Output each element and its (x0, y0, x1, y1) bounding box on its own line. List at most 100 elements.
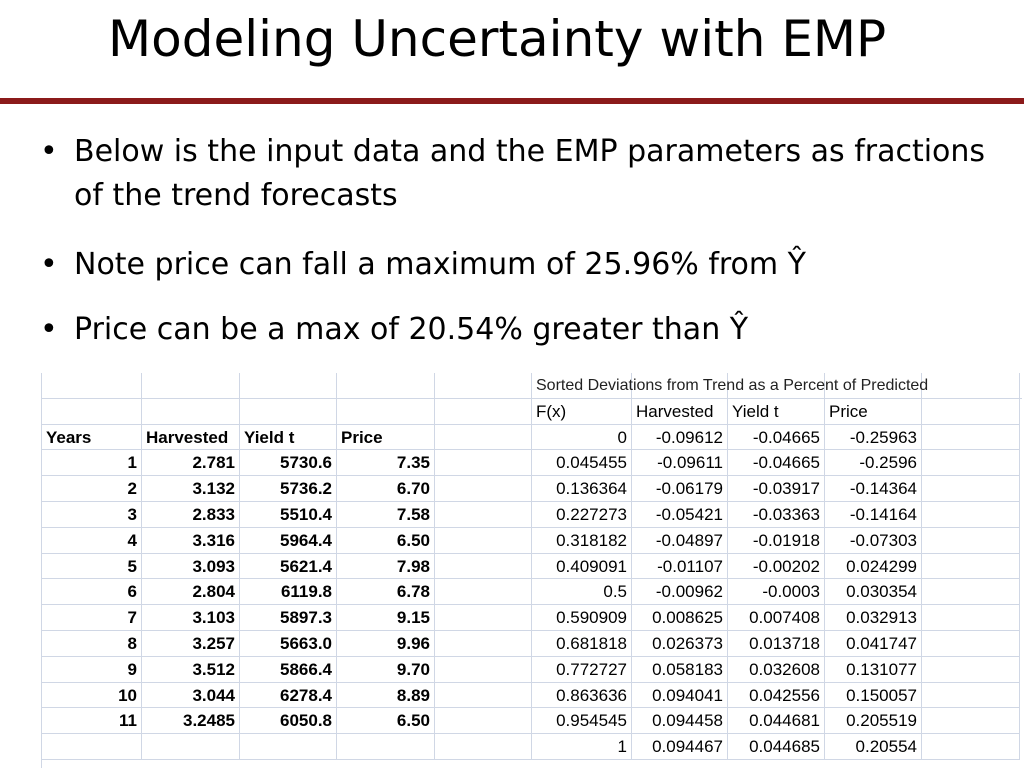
table-cell: 3.103 (142, 605, 240, 631)
grid-cell (922, 708, 1020, 735)
table-cell: 7.58 (337, 502, 435, 528)
table-cell: 0.045455 (532, 450, 632, 477)
table-cell: -0.03363 (728, 502, 825, 528)
grid-cell (435, 373, 532, 399)
table-cell: -0.09612 (632, 424, 728, 451)
table-cell: 0.032608 (728, 656, 825, 683)
table-cell: -0.03917 (728, 476, 825, 502)
table-cell: 9.96 (337, 631, 435, 657)
table-cell: 0.013718 (728, 631, 825, 657)
grid-cell (435, 476, 532, 502)
table-cell: 0.094458 (632, 708, 728, 735)
grid-cell (922, 631, 1020, 657)
grid-cell (435, 631, 532, 657)
bullet: • Note price can fall a maximum of 25.96%… (40, 243, 1000, 287)
grid-cell (142, 734, 240, 760)
table-cell: 0.026373 (632, 631, 728, 657)
table-cell: -0.25963 (825, 424, 922, 451)
table-cell: 0.058183 (632, 656, 728, 683)
table-cell: -0.00202 (728, 553, 825, 580)
table-cell: 6119.8 (240, 579, 337, 606)
table-cell: 0.030354 (825, 579, 922, 606)
grid-cell (435, 682, 532, 709)
grid-cell (922, 476, 1020, 502)
table-cell: 0.024299 (825, 553, 922, 580)
table-cell: 8.89 (337, 682, 435, 709)
table-cell: 7 (42, 605, 142, 631)
table-cell: 5663.0 (240, 631, 337, 657)
table-cell: 5510.4 (240, 502, 337, 528)
table-cell: 7.98 (337, 553, 435, 580)
grid-cell (240, 734, 337, 760)
table-cell: -0.0003 (728, 579, 825, 606)
table-cell: 0.094467 (632, 734, 728, 760)
grid-cell (922, 734, 1020, 760)
grid-cell (922, 553, 1020, 580)
table-cell: -0.05421 (632, 502, 728, 528)
table-cell: 5964.4 (240, 527, 337, 554)
table-cell: 3.093 (142, 553, 240, 580)
table-cell: 11 (42, 708, 142, 735)
grid-border (41, 373, 42, 768)
grid-cell (922, 605, 1020, 631)
grid-cell (240, 373, 337, 399)
table-cell: 8 (42, 631, 142, 657)
table-cell: 0.041747 (825, 631, 922, 657)
table-cell: 3 (42, 502, 142, 528)
column-header: Harvested (142, 424, 240, 451)
grid-cell (435, 579, 532, 606)
table-cell: -0.07303 (825, 527, 922, 554)
table-cell: 2.781 (142, 450, 240, 477)
table-cell: 0.094041 (632, 682, 728, 709)
grid-cell (240, 398, 337, 425)
table-cell: 0 (532, 424, 632, 451)
bullet: • Price can be a max of 20.54% greater th… (40, 308, 1000, 352)
table-cell: -0.01918 (728, 527, 825, 554)
table-cell: -0.04665 (728, 424, 825, 451)
table-cell: 0.008625 (632, 605, 728, 631)
table-cell: 0.5 (532, 579, 632, 606)
table-cell: 1 (42, 450, 142, 477)
table-cell: 0.681818 (532, 631, 632, 657)
column-header: Price (337, 424, 435, 451)
table-cell: 0.227273 (532, 502, 632, 528)
grid-cell (435, 708, 532, 735)
bullet: • Below is the input data and the EMP par… (40, 130, 1000, 218)
table-cell: 0.954545 (532, 708, 632, 735)
table-cell: 6.70 (337, 476, 435, 502)
table-cell: 6050.8 (240, 708, 337, 735)
grid-cell (922, 398, 1020, 425)
table-cell: 5866.4 (240, 656, 337, 683)
table-cell: 3.316 (142, 527, 240, 554)
table-cell: -0.14164 (825, 502, 922, 528)
table-cell: 9.70 (337, 656, 435, 683)
table-cell: 0.205519 (825, 708, 922, 735)
table-cell: 2.804 (142, 579, 240, 606)
grid-cell (922, 502, 1020, 528)
table-cell: 6.50 (337, 708, 435, 735)
table-cell: 0.042556 (728, 682, 825, 709)
table-cell: 0.863636 (532, 682, 632, 709)
table-cell: 5621.4 (240, 553, 337, 580)
bullet-text: Note price can fall a maximum of 25.96% … (74, 247, 806, 282)
grid-cell (922, 579, 1020, 606)
table-cell: -0.00962 (632, 579, 728, 606)
column-header: F(x) (532, 398, 632, 425)
column-header: Yield t (240, 424, 337, 451)
table-cell: 3.044 (142, 682, 240, 709)
grid-cell (337, 398, 435, 425)
table-cell: 0.131077 (825, 656, 922, 683)
table-cell: 6278.4 (240, 682, 337, 709)
grid-cell (435, 502, 532, 528)
grid-cell (42, 398, 142, 425)
grid-cell (142, 373, 240, 399)
grid-cell (435, 527, 532, 554)
grid-cell (337, 734, 435, 760)
table-cell: -0.04897 (632, 527, 728, 554)
table-cell: 3.132 (142, 476, 240, 502)
table-cell: 5897.3 (240, 605, 337, 631)
column-header: Harvested (632, 398, 728, 425)
table-cell: 5736.2 (240, 476, 337, 502)
table-cell: 0.772727 (532, 656, 632, 683)
